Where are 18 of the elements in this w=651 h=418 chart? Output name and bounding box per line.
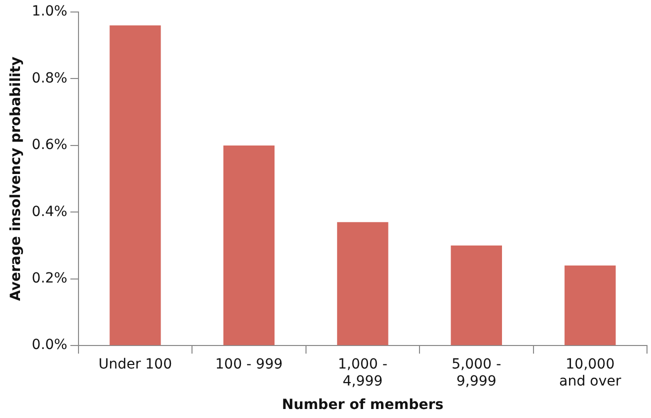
y-tick-label: 0.8% bbox=[32, 70, 68, 86]
x-axis-title: Number of members bbox=[282, 397, 444, 414]
x-tick-label: Under 100 bbox=[98, 356, 172, 373]
x-tick-label: 10,000 and over bbox=[559, 356, 622, 390]
y-tick-label: 0.2% bbox=[32, 270, 68, 287]
y-tick-label: 0.6% bbox=[32, 137, 68, 154]
bar bbox=[223, 145, 275, 346]
bar bbox=[450, 246, 502, 346]
y-tick-label: 1.0% bbox=[32, 4, 68, 20]
bar bbox=[337, 222, 388, 346]
x-tick-label: 5,000 - 9,999 bbox=[452, 356, 502, 390]
y-axis-title: Average insolvency probability bbox=[8, 56, 24, 301]
x-tick-label: 1,000 - 4,999 bbox=[338, 356, 388, 390]
bar bbox=[564, 266, 616, 346]
bar bbox=[110, 25, 161, 346]
y-tick-label: 0.0% bbox=[32, 337, 68, 354]
x-tick-label: 100 - 999 bbox=[215, 356, 283, 373]
y-tick-label: 0.4% bbox=[32, 204, 68, 220]
